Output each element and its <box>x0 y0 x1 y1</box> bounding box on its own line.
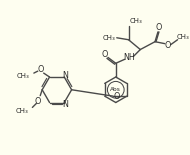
Text: N: N <box>62 71 68 80</box>
Text: O: O <box>165 41 171 50</box>
Text: NH: NH <box>124 53 135 62</box>
Text: CH₃: CH₃ <box>130 18 143 24</box>
Text: O: O <box>102 50 108 59</box>
Text: O: O <box>38 65 44 74</box>
Text: O: O <box>34 97 40 106</box>
Text: CH₃: CH₃ <box>177 34 190 40</box>
Text: Abs: Abs <box>110 87 121 92</box>
Text: CH₃: CH₃ <box>17 73 29 79</box>
Text: O: O <box>156 23 162 32</box>
Text: O: O <box>114 92 120 101</box>
Text: CH₃: CH₃ <box>15 108 28 114</box>
Text: CH₃: CH₃ <box>103 35 115 41</box>
Text: N: N <box>62 100 68 109</box>
